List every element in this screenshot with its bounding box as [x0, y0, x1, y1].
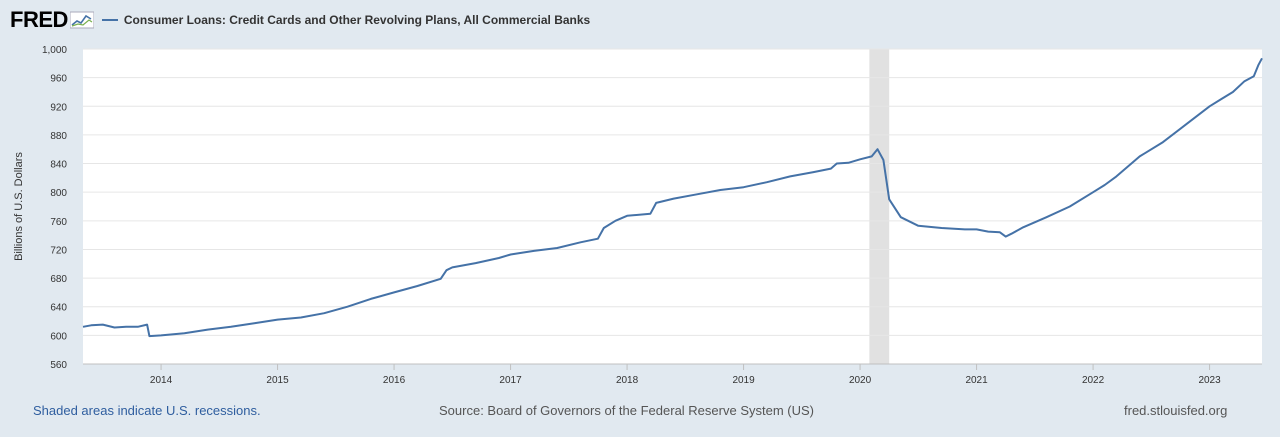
recession-note[interactable]: Shaded areas indicate U.S. recessions. [33, 403, 261, 418]
recession-shading [869, 49, 890, 364]
x-tick-label: 2019 [732, 375, 755, 386]
y-tick-label: 1,000 [42, 45, 67, 56]
x-tick-label: 2014 [150, 375, 173, 386]
y-tick-label: 560 [50, 360, 67, 371]
x-tick-label: 2018 [616, 375, 639, 386]
legend-label: Consumer Loans: Credit Cards and Other R… [123, 13, 591, 27]
y-tick-label: 600 [50, 331, 67, 342]
plot-area [83, 49, 1262, 364]
line-chart: 560 600 640 680 720 760 800 840 880 920 960 1,000 20… [13, 45, 1263, 386]
chart-legend: Consumer Loans: Credit Cards and Other R… [101, 13, 591, 27]
x-tick-label: 2016 [383, 375, 406, 386]
legend-swatch [101, 19, 118, 21]
chart-header: FRED Consumer Loans: Credit Cards and Ot… [10, 6, 590, 34]
x-tick-label: 2020 [849, 375, 872, 386]
y-tick-label: 880 [50, 131, 67, 142]
y-tick-label: 680 [50, 274, 67, 285]
series-line [82, 57, 1263, 338]
x-tick-label: 2021 [965, 375, 988, 386]
y-tick-label: 800 [50, 188, 67, 199]
y-tick-label: 840 [50, 160, 67, 171]
y-tick-label: 720 [50, 245, 67, 256]
y-tick-label: 640 [50, 303, 67, 314]
site-link[interactable]: fred.stlouisfed.org [1124, 403, 1228, 418]
x-tick-label: 2015 [266, 375, 289, 386]
y-tick-label: 960 [50, 74, 67, 85]
y-tick-label: 920 [50, 102, 67, 113]
x-tick-label: 2017 [499, 375, 522, 386]
y-axis-label: Billions of U.S. Dollars [13, 152, 25, 261]
fred-logo[interactable]: FRED [10, 7, 68, 32]
source-note: Source: Board of Governors of the Federa… [439, 403, 814, 418]
y-tick-label: 760 [50, 217, 67, 228]
sparkline-icon [69, 11, 94, 29]
x-tick-label: 2023 [1198, 375, 1221, 386]
x-tick-label: 2022 [1082, 375, 1105, 386]
